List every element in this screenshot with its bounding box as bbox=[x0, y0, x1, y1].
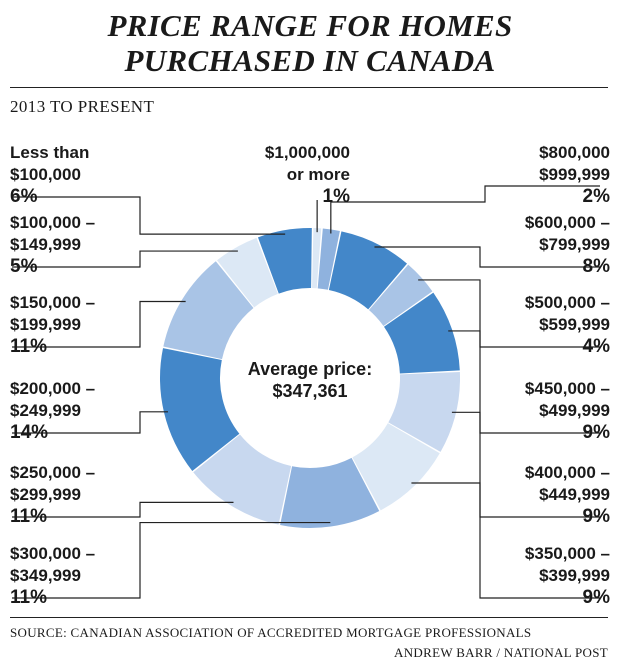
slice-label: $500,000 – $599,999 4% bbox=[410, 292, 610, 358]
leader-line bbox=[12, 411, 168, 434]
leader-lines bbox=[12, 185, 600, 599]
slice-range-text: $100,000 – bbox=[10, 213, 96, 232]
slice-range-text: $199,999 bbox=[10, 315, 81, 334]
slice-range-text: $800,000 bbox=[539, 143, 610, 162]
slice-range-text: $599,999 bbox=[539, 315, 610, 334]
slice-range-text: $499,999 bbox=[539, 401, 610, 420]
slice-percent: 9% bbox=[582, 422, 610, 443]
credit-note: ANDREW BARR / NATIONAL POST bbox=[394, 645, 608, 660]
leader-line bbox=[451, 411, 600, 518]
donut-slice bbox=[193, 434, 292, 525]
chart-title-line2: PURCHASED IN CANADA bbox=[124, 43, 496, 78]
donut-slice bbox=[368, 264, 433, 326]
slice-label: $600,000 – $799,999 8% bbox=[410, 212, 610, 278]
slice-range-text: $600,000 – bbox=[524, 213, 610, 232]
slice-range-text: $299,999 bbox=[10, 485, 81, 504]
donut-slice bbox=[217, 237, 278, 308]
donut-slice bbox=[352, 423, 440, 511]
slice-label: $400,000 – $449,999 9% bbox=[410, 462, 610, 528]
slice-label: Less than $100,000 6% bbox=[10, 142, 210, 208]
leader-line bbox=[12, 300, 186, 348]
donut-slices bbox=[160, 228, 460, 528]
chart-title-line1: PRICE RANGE FOR HOMES bbox=[107, 8, 513, 43]
average-price-caption: Average price: bbox=[247, 359, 373, 379]
slice-percent: 9% bbox=[582, 587, 610, 608]
slice-percent: 14% bbox=[10, 422, 49, 443]
slice-percent: 1% bbox=[322, 186, 350, 207]
slice-range-text: $999,999 bbox=[539, 165, 610, 184]
slice-percent: 11% bbox=[10, 336, 47, 357]
slice-label: $200,000 – $249,999 14% bbox=[10, 378, 210, 444]
slice-percent: 8% bbox=[582, 256, 610, 277]
slice-range-text: $450,000 – bbox=[524, 379, 610, 398]
leader-line bbox=[12, 196, 286, 235]
donut-slice bbox=[160, 348, 240, 471]
donut-slice bbox=[328, 231, 408, 310]
slice-percent: 11% bbox=[10, 506, 47, 527]
slice-range-text: $500,000 – bbox=[524, 293, 610, 312]
leader-line bbox=[448, 330, 600, 434]
slice-percent: 6% bbox=[10, 186, 38, 207]
slice-range-text: $350,000 – bbox=[524, 544, 610, 563]
donut-slice bbox=[163, 261, 254, 360]
slice-range-text: $150,000 – bbox=[10, 293, 96, 312]
slice-label: $1,000,000 or more 1% bbox=[150, 142, 350, 208]
leader-line bbox=[12, 250, 238, 268]
slice-range-text: or more bbox=[286, 165, 350, 184]
footer-divider bbox=[10, 617, 608, 618]
donut-slice bbox=[280, 457, 380, 528]
donut-slice bbox=[312, 228, 322, 289]
slice-range-text: $1,000,000 bbox=[264, 143, 350, 162]
average-price-value: $347,361 bbox=[272, 381, 348, 401]
slice-range-text: $399,999 bbox=[539, 566, 610, 585]
leader-line bbox=[12, 501, 234, 518]
slice-label: $100,000 – $149,999 5% bbox=[10, 212, 210, 278]
slice-label: $150,000 – $199,999 11% bbox=[10, 292, 210, 358]
slice-range-text: $449,999 bbox=[539, 485, 610, 504]
leader-line bbox=[418, 279, 600, 348]
slice-range-text: $799,999 bbox=[539, 235, 610, 254]
slice-label: $250,000 – $299,999 11% bbox=[10, 462, 210, 528]
slice-percent: 5% bbox=[10, 256, 38, 277]
slice-percent: 2% bbox=[582, 186, 610, 207]
average-price-label: Average price: $347,361 bbox=[210, 358, 410, 402]
slice-label: $300,000 – $349,999 11% bbox=[10, 543, 210, 609]
header-divider bbox=[10, 87, 608, 88]
leader-line bbox=[411, 482, 600, 599]
donut-slice bbox=[317, 228, 340, 290]
slice-percent: 4% bbox=[582, 336, 610, 357]
slice-label: $450,000 – $499,999 9% bbox=[410, 378, 610, 444]
leader-line bbox=[330, 185, 600, 234]
donut-slice bbox=[257, 228, 312, 294]
chart-title: PRICE RANGE FOR HOMES PURCHASED IN CANAD… bbox=[0, 8, 620, 78]
slice-range-text: $100,000 bbox=[10, 165, 81, 184]
slice-range-text: $250,000 – bbox=[10, 463, 96, 482]
donut-slice bbox=[388, 371, 460, 452]
source-note: SOURCE: CANADIAN ASSOCIATION OF ACCREDIT… bbox=[10, 625, 532, 640]
slice-range-text: $300,000 – bbox=[10, 544, 96, 563]
donut-slice bbox=[383, 292, 460, 374]
slice-range-text: $200,000 – bbox=[10, 379, 96, 398]
slice-range-text: Less than bbox=[10, 143, 90, 162]
leader-line bbox=[12, 521, 331, 599]
chart-subtitle: 2013 TO PRESENT bbox=[10, 97, 155, 116]
slice-percent: 9% bbox=[582, 506, 610, 527]
slice-range-text: $249,999 bbox=[10, 401, 81, 420]
slice-label: $350,000 – $399,999 9% bbox=[410, 543, 610, 609]
slice-range-text: $400,000 – bbox=[524, 463, 610, 482]
slice-range-text: $149,999 bbox=[10, 235, 81, 254]
slice-percent: 11% bbox=[10, 587, 47, 608]
leader-line bbox=[374, 246, 600, 268]
slice-label: $800,000 $999,999 2% bbox=[410, 142, 610, 208]
slice-range-text: $349,999 bbox=[10, 566, 81, 585]
